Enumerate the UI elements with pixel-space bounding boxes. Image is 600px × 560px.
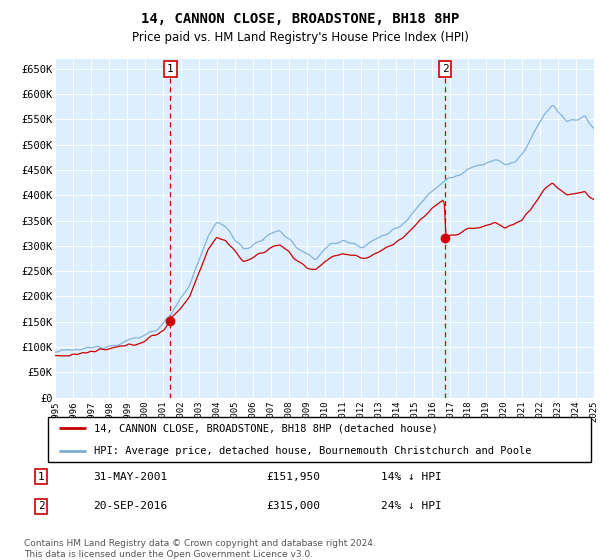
Text: Price paid vs. HM Land Registry's House Price Index (HPI): Price paid vs. HM Land Registry's House … (131, 31, 469, 44)
Text: 1: 1 (38, 472, 44, 482)
Text: 31-MAY-2001: 31-MAY-2001 (93, 472, 167, 482)
Text: 20-SEP-2016: 20-SEP-2016 (93, 501, 167, 511)
Text: 2: 2 (38, 501, 44, 511)
Text: Contains HM Land Registry data © Crown copyright and database right 2024.
This d: Contains HM Land Registry data © Crown c… (24, 539, 376, 559)
Text: 24% ↓ HPI: 24% ↓ HPI (381, 501, 442, 511)
FancyBboxPatch shape (48, 417, 591, 462)
Text: 14, CANNON CLOSE, BROADSTONE, BH18 8HP: 14, CANNON CLOSE, BROADSTONE, BH18 8HP (141, 12, 459, 26)
Text: HPI: Average price, detached house, Bournemouth Christchurch and Poole: HPI: Average price, detached house, Bour… (94, 446, 532, 456)
Text: £151,950: £151,950 (266, 472, 320, 482)
Text: 1: 1 (167, 64, 174, 74)
Text: 14% ↓ HPI: 14% ↓ HPI (381, 472, 442, 482)
Text: 14, CANNON CLOSE, BROADSTONE, BH18 8HP (detached house): 14, CANNON CLOSE, BROADSTONE, BH18 8HP (… (94, 423, 438, 433)
Text: 2: 2 (442, 64, 449, 74)
Text: £315,000: £315,000 (266, 501, 320, 511)
